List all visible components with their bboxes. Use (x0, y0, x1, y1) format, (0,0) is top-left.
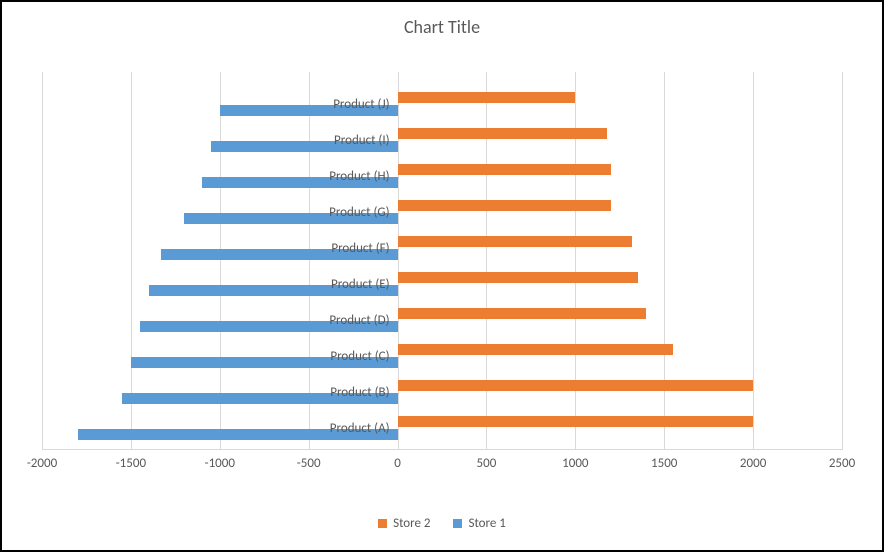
category-label: Product (F) (270, 230, 398, 266)
chart-row: Product (J) (42, 86, 842, 122)
bar-store2 (398, 416, 754, 427)
x-tick-label: -2000 (27, 456, 57, 471)
x-tick-label: 2500 (829, 456, 855, 471)
chart-row: Product (D) (42, 302, 842, 338)
category-label: Product (I) (270, 122, 398, 158)
chart-row: Product (A) (42, 410, 842, 446)
x-tick-label: 2000 (740, 456, 766, 471)
legend-swatch-store1 (453, 519, 462, 528)
chart-row: Product (C) (42, 338, 842, 374)
bar-store2 (398, 200, 611, 211)
x-tick-label: 0 (394, 456, 401, 471)
bar-store2 (398, 236, 633, 247)
chart-frame: Chart Title Product (A)Product (B)Produc… (0, 0, 884, 552)
chart-title: Chart Title (10, 16, 874, 38)
chart-row: Product (G) (42, 194, 842, 230)
bar-store2 (398, 128, 608, 139)
x-tick-label: -1000 (205, 456, 235, 471)
category-label: Product (H) (270, 158, 398, 194)
legend-item-store2: Store 2 (378, 516, 430, 531)
category-label: Product (D) (270, 302, 398, 338)
chart-row: Product (H) (42, 158, 842, 194)
x-tick-label: -1500 (116, 456, 146, 471)
grid-line (842, 72, 843, 450)
x-axis: -2000-1500-1000-50005001000150020002500 (42, 456, 842, 480)
x-tick-label: 500 (477, 456, 497, 471)
legend-label-store2: Store 2 (393, 516, 430, 531)
chart-row: Product (F) (42, 230, 842, 266)
bar-store2 (398, 380, 754, 391)
legend-item-store1: Store 1 (453, 516, 505, 531)
x-tick-label: 1000 (562, 456, 588, 471)
bar-store2 (398, 164, 611, 175)
chart-row: Product (E) (42, 266, 842, 302)
category-label: Product (G) (270, 194, 398, 230)
category-label: Product (E) (270, 266, 398, 302)
plot-area: Product (A)Product (B)Product (C)Product… (42, 72, 842, 450)
category-label: Product (J) (270, 86, 398, 122)
bar-store2 (398, 344, 674, 355)
bar-store2 (398, 272, 638, 283)
legend-label-store1: Store 1 (468, 516, 505, 531)
legend-swatch-store2 (378, 519, 387, 528)
chart-row: Product (I) (42, 122, 842, 158)
x-axis-line (42, 449, 842, 450)
x-tick-label: 1500 (651, 456, 677, 471)
category-label: Product (B) (270, 374, 398, 410)
category-label: Product (A) (270, 410, 398, 446)
chart-row: Product (B) (42, 374, 842, 410)
x-tick-label: -500 (297, 456, 321, 471)
legend: Store 2 Store 1 (2, 516, 882, 532)
bar-store2 (398, 92, 576, 103)
bar-store2 (398, 308, 647, 319)
category-label: Product (C) (270, 338, 398, 374)
